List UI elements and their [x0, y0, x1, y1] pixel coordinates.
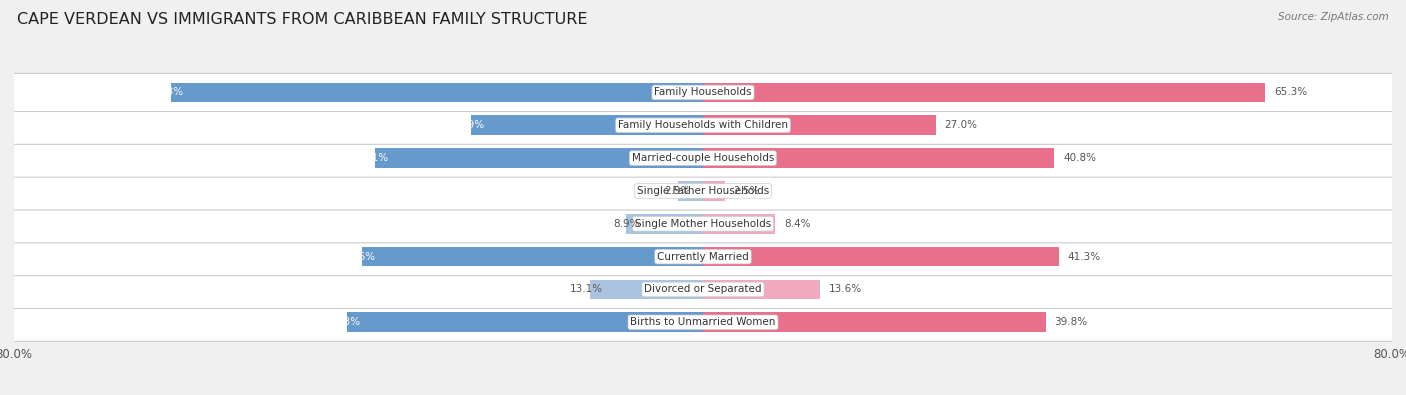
Bar [703, 83, 1265, 102]
Text: Family Households with Children: Family Households with Children [619, 120, 787, 130]
Text: 61.8%: 61.8% [150, 87, 184, 98]
Text: 41.3%: 41.3% [328, 317, 360, 327]
Text: Currently Married: Currently Married [657, 252, 749, 261]
Text: CAPE VERDEAN VS IMMIGRANTS FROM CARIBBEAN FAMILY STRUCTURE: CAPE VERDEAN VS IMMIGRANTS FROM CARIBBEA… [17, 12, 588, 27]
Bar [703, 115, 935, 135]
Text: 2.5%: 2.5% [733, 186, 759, 196]
Bar [591, 280, 703, 299]
Text: 65.3%: 65.3% [1274, 87, 1308, 98]
Text: Single Mother Households: Single Mother Households [636, 219, 770, 229]
Text: Family Households: Family Households [654, 87, 752, 98]
Text: 13.6%: 13.6% [828, 284, 862, 294]
Text: Source: ZipAtlas.com: Source: ZipAtlas.com [1278, 12, 1389, 22]
Bar [703, 214, 775, 234]
Bar [471, 115, 703, 135]
Bar [703, 280, 820, 299]
Text: Single Father Households: Single Father Households [637, 186, 769, 196]
FancyBboxPatch shape [4, 237, 1402, 276]
Bar [703, 247, 1059, 267]
Bar [626, 214, 703, 234]
Legend: Cape Verdean, Immigrants from Caribbean: Cape Verdean, Immigrants from Caribbean [543, 391, 863, 395]
Bar [703, 148, 1054, 168]
Text: Married-couple Households: Married-couple Households [631, 153, 775, 163]
Text: 13.1%: 13.1% [569, 284, 603, 294]
FancyBboxPatch shape [4, 172, 1402, 210]
Text: 8.9%: 8.9% [613, 219, 640, 229]
Bar [703, 312, 1046, 332]
Bar [678, 181, 703, 201]
FancyBboxPatch shape [4, 303, 1402, 341]
Text: 26.9%: 26.9% [451, 120, 484, 130]
FancyBboxPatch shape [4, 73, 1402, 111]
Text: Births to Unmarried Women: Births to Unmarried Women [630, 317, 776, 327]
FancyBboxPatch shape [4, 271, 1402, 308]
Text: 39.6%: 39.6% [342, 252, 375, 261]
Bar [361, 247, 703, 267]
Text: 8.4%: 8.4% [785, 219, 810, 229]
Text: 39.8%: 39.8% [1054, 317, 1087, 327]
Text: 38.1%: 38.1% [354, 153, 388, 163]
Text: Divorced or Separated: Divorced or Separated [644, 284, 762, 294]
FancyBboxPatch shape [4, 205, 1402, 243]
Bar [170, 83, 703, 102]
Text: 40.8%: 40.8% [1063, 153, 1095, 163]
Text: 41.3%: 41.3% [1067, 252, 1101, 261]
Bar [347, 312, 703, 332]
Bar [703, 181, 724, 201]
Text: 27.0%: 27.0% [945, 120, 977, 130]
FancyBboxPatch shape [4, 106, 1402, 144]
Text: 2.9%: 2.9% [665, 186, 690, 196]
FancyBboxPatch shape [4, 139, 1402, 177]
Bar [375, 148, 703, 168]
